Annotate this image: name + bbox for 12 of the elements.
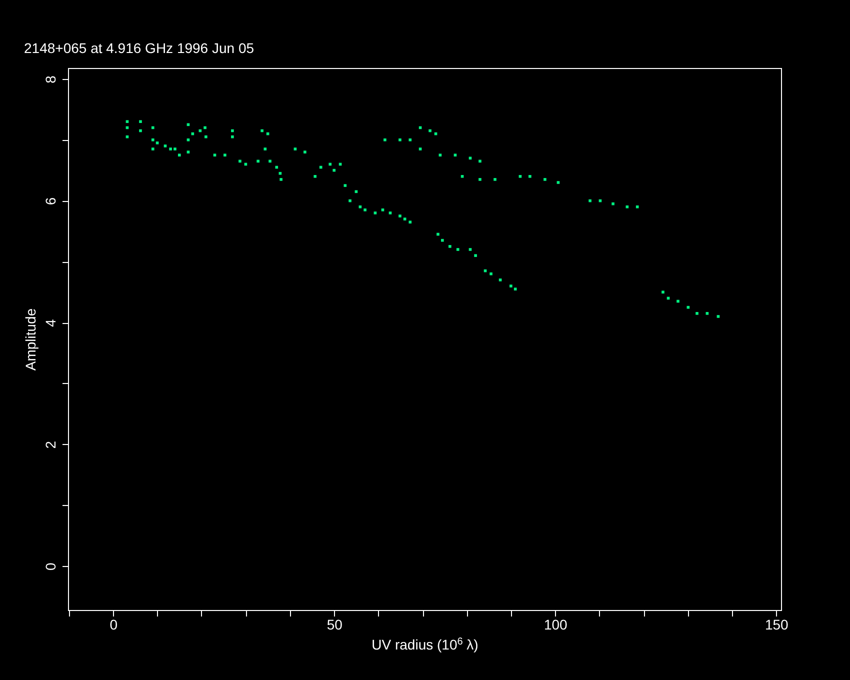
y-tick-label: 6 xyxy=(42,197,58,206)
y-tick-label: 8 xyxy=(42,75,58,84)
chart-title: 2148+065 at 4.916 GHz 1996 Jun 05 xyxy=(24,40,254,56)
y-axis-title: Amplitude xyxy=(22,308,38,371)
x-tick-label: 100 xyxy=(544,616,568,632)
y-tick-label: 2 xyxy=(42,440,58,449)
x-tick-label: 50 xyxy=(326,616,343,632)
y-tick-label: 0 xyxy=(42,562,58,571)
x-axis-title: UV radius (10$^{6}$ λ) xyxy=(372,636,478,652)
x-tick-label: 150 xyxy=(764,616,789,632)
y-tick-label: 4 xyxy=(42,318,58,327)
x-tick-label: 0 xyxy=(110,616,118,632)
